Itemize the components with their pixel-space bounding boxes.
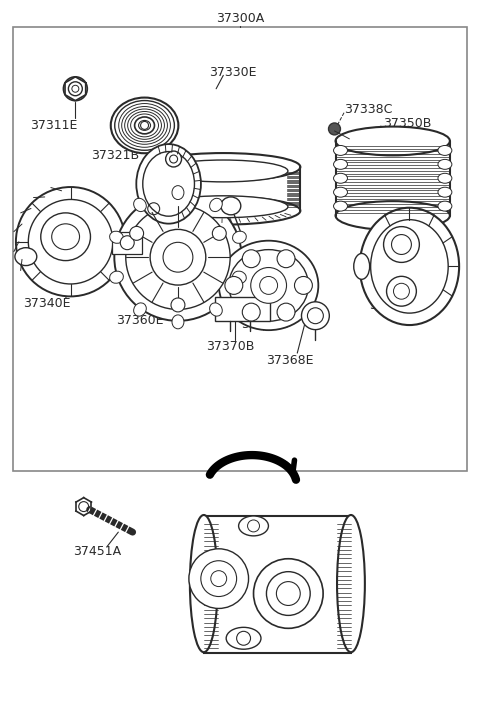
Ellipse shape [438, 201, 452, 211]
Ellipse shape [334, 160, 348, 169]
Ellipse shape [159, 160, 288, 182]
Text: 37360E: 37360E [116, 314, 164, 327]
Circle shape [384, 227, 420, 262]
Ellipse shape [232, 231, 246, 243]
Circle shape [63, 77, 87, 101]
Ellipse shape [115, 101, 174, 150]
Circle shape [242, 303, 260, 321]
Ellipse shape [16, 187, 125, 296]
Circle shape [277, 250, 295, 268]
Text: 37300A: 37300A [216, 12, 264, 25]
Text: 37330E: 37330E [209, 66, 257, 79]
Ellipse shape [133, 199, 146, 211]
Ellipse shape [334, 187, 348, 197]
Ellipse shape [438, 173, 452, 183]
Circle shape [171, 298, 185, 312]
Text: 37367B: 37367B [241, 318, 289, 331]
Ellipse shape [219, 240, 318, 330]
Ellipse shape [134, 117, 155, 134]
Ellipse shape [109, 271, 123, 284]
Circle shape [277, 303, 295, 321]
Circle shape [225, 277, 243, 294]
Circle shape [130, 226, 144, 240]
Polygon shape [215, 297, 270, 320]
Text: 37340E: 37340E [23, 297, 71, 311]
Ellipse shape [334, 145, 348, 155]
Circle shape [301, 302, 329, 330]
Circle shape [212, 226, 226, 240]
Ellipse shape [336, 201, 450, 230]
Ellipse shape [229, 250, 309, 321]
Circle shape [295, 277, 312, 294]
Ellipse shape [210, 303, 222, 316]
Text: 37321B: 37321B [91, 149, 139, 162]
Ellipse shape [226, 627, 261, 649]
Ellipse shape [133, 303, 146, 316]
Bar [204, 516, 351, 653]
Bar [13, 27, 467, 471]
Ellipse shape [371, 220, 448, 313]
Circle shape [308, 308, 324, 324]
Circle shape [251, 267, 287, 303]
Text: 37451A: 37451A [73, 545, 121, 559]
Ellipse shape [126, 205, 230, 309]
Ellipse shape [438, 160, 452, 169]
Ellipse shape [111, 98, 179, 153]
Ellipse shape [41, 213, 90, 261]
Ellipse shape [334, 201, 348, 211]
Ellipse shape [239, 516, 268, 536]
Ellipse shape [438, 187, 452, 197]
Circle shape [68, 82, 82, 96]
Ellipse shape [360, 208, 459, 325]
Ellipse shape [143, 152, 194, 216]
Text: 37368E: 37368E [266, 354, 314, 367]
Circle shape [253, 559, 323, 628]
Ellipse shape [146, 153, 300, 181]
Bar [112, 232, 142, 254]
Circle shape [266, 571, 310, 615]
Ellipse shape [172, 186, 184, 199]
Circle shape [189, 549, 249, 608]
Ellipse shape [146, 197, 300, 225]
Circle shape [166, 151, 181, 167]
Ellipse shape [190, 515, 218, 652]
Circle shape [242, 250, 260, 268]
Text: 37311E: 37311E [30, 119, 78, 132]
Text: 37370B: 37370B [206, 340, 255, 353]
Ellipse shape [232, 271, 246, 284]
Ellipse shape [210, 199, 222, 211]
Circle shape [120, 236, 134, 250]
Ellipse shape [28, 199, 113, 284]
Ellipse shape [336, 127, 450, 155]
Ellipse shape [354, 253, 370, 279]
Circle shape [386, 277, 416, 306]
Ellipse shape [438, 145, 452, 155]
Ellipse shape [159, 196, 288, 218]
Text: 37350B: 37350B [383, 117, 432, 130]
Ellipse shape [334, 173, 348, 183]
Text: 37338C: 37338C [344, 103, 393, 116]
Ellipse shape [221, 197, 241, 215]
Ellipse shape [15, 247, 37, 266]
Ellipse shape [172, 315, 184, 329]
Ellipse shape [136, 144, 201, 223]
Ellipse shape [109, 231, 123, 243]
Circle shape [328, 123, 340, 135]
Ellipse shape [114, 194, 241, 321]
Circle shape [150, 230, 206, 285]
Text: 37390B: 37390B [369, 298, 417, 312]
Ellipse shape [337, 515, 365, 652]
